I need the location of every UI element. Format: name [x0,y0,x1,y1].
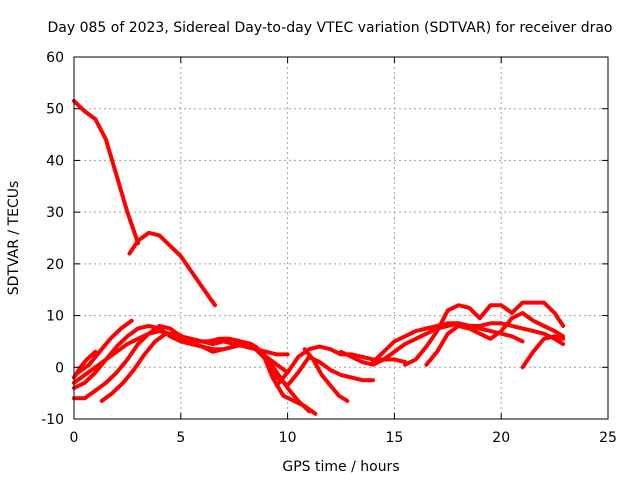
tick-layer: 0 5 10 15 20 25 -10 0 10 20 30 40 50 60 [41,50,617,446]
x-tick-label: 0 [70,430,79,446]
series-line-track-7 [72,349,98,380]
series-line-track-1 [72,99,141,246]
y-axis-label: SDTVAR / TECUs [6,181,22,296]
y-tick-label: 0 [55,360,64,376]
y-tick-label: 30 [46,205,64,221]
series-line-track-15 [424,311,566,367]
series-line-track-16 [520,334,566,370]
x-tick-label: 5 [176,430,185,446]
plot-frame [73,56,609,420]
y-tick-label: 10 [46,309,64,325]
series-line-track-6 [76,318,134,375]
series-line-track-12 [339,321,525,367]
series-line-track-14 [403,300,566,367]
x-tick-label: 20 [492,430,510,446]
x-tick-label: 10 [279,430,297,446]
series-line-track-2 [127,230,217,308]
series-line-track-5 [72,329,290,385]
series-line-track-11 [302,347,350,403]
chart-title: Day 085 of 2023, Sidereal Day-to-day VTE… [47,20,612,36]
y-tick-label: -10 [41,412,64,428]
x-tick-label: 25 [599,430,617,446]
y-tick-label: 50 [46,102,64,118]
series-layer [72,99,566,416]
y-tick-label: 20 [46,257,64,273]
series-line-track-8 [99,331,318,416]
y-tick-label: 40 [46,153,64,169]
series-line-track-13 [371,321,566,365]
grid-layer [74,57,608,419]
x-axis-label: GPS time / hours [282,459,399,475]
x-tick-label: 15 [385,430,403,446]
y-tick-label: 60 [46,50,64,66]
